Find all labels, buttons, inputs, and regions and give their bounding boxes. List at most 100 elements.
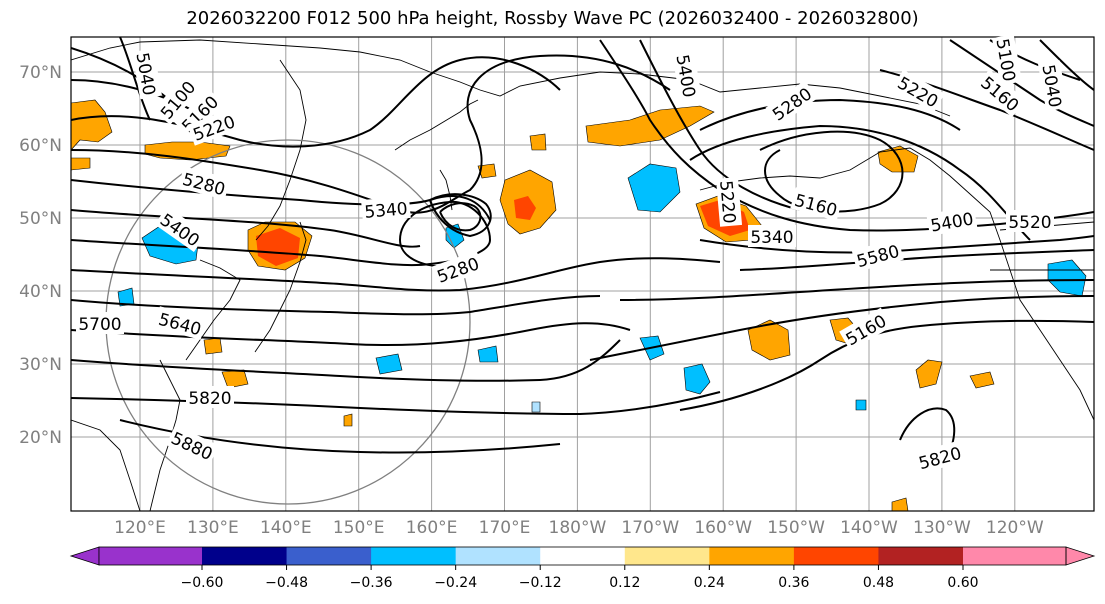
contour-label-background (748, 225, 796, 247)
colorbar-segment (709, 547, 795, 565)
contour-label-background (671, 50, 702, 102)
contour-label-background (913, 440, 966, 474)
longitude-label: 160°E (406, 518, 458, 538)
negative-anomaly-area (477, 345, 499, 363)
positive-anomaly-area (203, 337, 223, 355)
chart-title: 2026032200 F012 500 hPa height, Rossby W… (186, 8, 919, 29)
colorbar-tick-label: −0.60 (181, 575, 224, 591)
contour-label-background (765, 80, 818, 126)
contour-label-background (187, 108, 240, 146)
negative-anomaly-area (855, 399, 867, 411)
longitude-label: 150°E (333, 518, 385, 538)
colorbar-tick-label: 0.24 (694, 575, 725, 591)
positive-anomaly-area (71, 157, 91, 171)
longitude-label: 170°W (621, 518, 679, 538)
colorbar-tick-label: 0.12 (609, 575, 640, 591)
contour-label-background (131, 48, 162, 100)
contour-label-background (1006, 210, 1054, 232)
colorbar-tick-label: −0.48 (265, 575, 308, 591)
coastlines (71, 39, 1094, 511)
positive-anomaly-area (71, 99, 113, 151)
colorbar-tick-label: 0.48 (863, 575, 894, 591)
latitude-label: 20°N (19, 428, 62, 448)
contour-label-background (154, 206, 207, 252)
longitude-label: 120°E (114, 518, 166, 538)
latitude-label: 40°N (19, 282, 62, 302)
longitude-label: 130°W (913, 518, 971, 538)
longitude-label: 140°W (840, 518, 898, 538)
positive-anomaly-area (891, 497, 909, 511)
contour-label-background (892, 69, 945, 113)
colorbar-tick-label: −0.24 (434, 575, 477, 591)
latitude-label: 60°N (19, 136, 62, 156)
colorbar-extend-low (69, 546, 100, 566)
longitude-label: 140°E (260, 518, 312, 538)
contour-label-background (991, 34, 1022, 86)
colorbar-segment (963, 547, 1066, 565)
positive-anomaly-area (529, 133, 547, 151)
colorbar-segment (286, 547, 372, 565)
positive-anomaly-area (877, 145, 919, 173)
map-frame (71, 37, 1094, 511)
contour-label: 5340 (364, 199, 409, 223)
negative-anomaly-area (683, 363, 711, 395)
positive-anomaly-area (915, 359, 943, 389)
colorbar-segment (99, 547, 202, 565)
contour-label-background (166, 424, 219, 466)
longitude-label: 180°W (549, 518, 607, 538)
longitude-label: 130°E (187, 518, 239, 538)
contour-label-background (174, 88, 225, 139)
positive-anomaly-core (256, 228, 300, 266)
longitude-label: 150°W (767, 518, 825, 538)
contour-label-background (1037, 60, 1068, 112)
colorbar-segment (878, 547, 964, 565)
contour-label-background (178, 166, 231, 200)
positive-anomaly-core (514, 196, 536, 220)
contour-label: 5340 (750, 228, 793, 248)
latitude-axis: 70°N 60°N 50°N 40°N 30°N 20°N (19, 63, 62, 448)
latitude-label: 70°N (19, 63, 62, 83)
contour-label-background (851, 238, 904, 272)
anomaly-shading (71, 99, 1087, 511)
longitude-label: 160°W (694, 518, 752, 538)
contour-label-background (790, 187, 843, 221)
longitude-label: 120°W (986, 518, 1044, 538)
colorbar-segment (793, 547, 879, 565)
contour-label-background (76, 312, 124, 334)
contour-label: 5700 (78, 315, 121, 335)
colorbar-tick-label: −0.36 (350, 575, 393, 591)
colorbar-segment (540, 547, 626, 565)
negative-anomaly-area (531, 401, 541, 413)
colorbar-tick-label: −0.12 (519, 575, 562, 591)
contour-label-background (361, 195, 411, 223)
colorbar-segment (455, 547, 541, 565)
colorbar-outline (98, 546, 1067, 566)
contour-label-background (926, 206, 978, 237)
positive-anomaly-area (585, 105, 715, 147)
colorbar-tick-label: 0.36 (778, 575, 809, 591)
longitude-axis: 120°E 130°E 140°E 150°E 160°E 170°E 180°W 170°W… (114, 518, 1044, 538)
colorbar-segment (624, 547, 710, 565)
contour-label-background (975, 69, 1027, 118)
negative-anomaly-area (375, 353, 403, 375)
colorbar: −0.60 −0.48 −0.36 −0.24 −0.12 0.12 0.24 0.36 0.4… (69, 546, 1096, 591)
contour-label: 5520 (1008, 213, 1051, 233)
map-border (70, 36, 1095, 512)
positive-anomaly-area (969, 371, 995, 389)
colorbar-extend-high (1065, 546, 1096, 566)
contour-label: 5820 (188, 389, 231, 409)
positive-anomaly-area (343, 413, 353, 427)
colorbar-segment (371, 547, 457, 565)
latitude-label: 50°N (19, 209, 62, 229)
contour-label-background (154, 306, 207, 340)
contour-label-background (715, 177, 743, 227)
positive-anomaly-area (747, 319, 791, 361)
colorbar-tick-label: 0.60 (947, 575, 978, 591)
contour-label: 5220 (715, 180, 739, 225)
contour-label-background (431, 250, 484, 288)
colorbar-segment (202, 547, 288, 565)
contour-label-background (153, 73, 202, 125)
longitude-label: 170°E (479, 518, 531, 538)
negative-anomaly-area (627, 163, 681, 213)
